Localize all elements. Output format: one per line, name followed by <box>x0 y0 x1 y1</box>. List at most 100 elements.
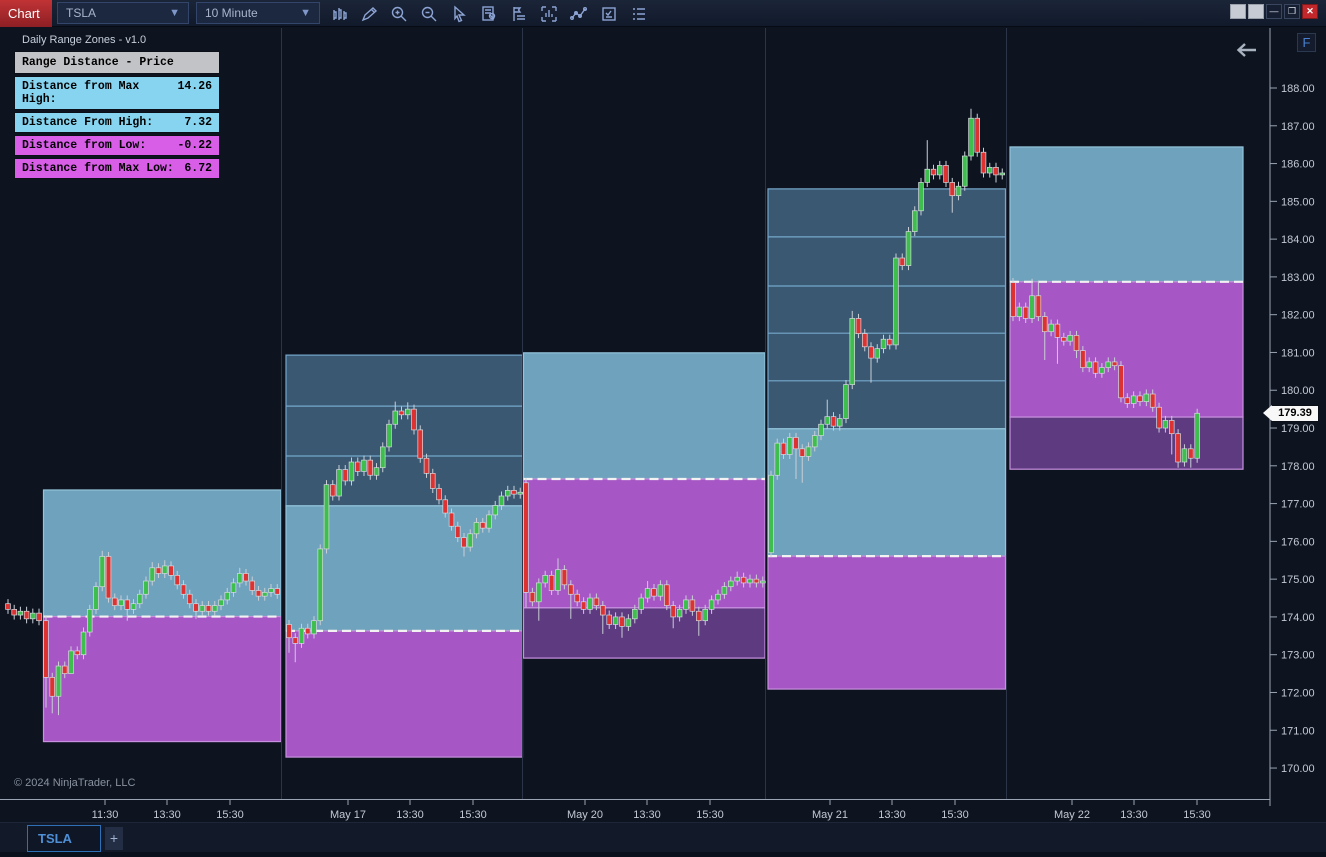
candle-body <box>355 461 361 472</box>
list-icon[interactable] <box>630 5 648 23</box>
candle-body <box>924 168 930 183</box>
price-axis-label: 171.00 <box>1281 725 1315 737</box>
candle-body <box>664 584 670 606</box>
candle-body <box>193 603 199 612</box>
price-axis-label: 182.00 <box>1281 310 1315 322</box>
candle-body <box>99 556 105 588</box>
session-zone-blue <box>42 489 282 618</box>
window-control-blank-1[interactable] <box>1230 4 1246 19</box>
add-tab-button[interactable]: + <box>105 827 123 850</box>
symbol-select-value: TSLA <box>66 6 97 20</box>
candle-body <box>149 567 156 582</box>
minimize-button[interactable]: — <box>1266 4 1282 19</box>
candle-body <box>111 597 118 606</box>
candle-body <box>1035 295 1042 317</box>
candle-body <box>517 491 523 495</box>
candle-body <box>1175 433 1181 463</box>
window-control-blank-2[interactable] <box>1248 4 1264 19</box>
candle-body <box>205 605 212 612</box>
chart-menu-button[interactable]: Chart <box>0 0 52 27</box>
strategy-grid-icon[interactable] <box>600 5 618 23</box>
zoom-out-icon[interactable] <box>420 5 438 23</box>
candle-body <box>505 490 511 497</box>
candle-body <box>5 603 11 610</box>
candle-body <box>721 586 728 595</box>
session-zone-ext_blue <box>285 354 524 507</box>
candle-body <box>638 597 644 610</box>
candle-body <box>249 580 256 591</box>
candle-body <box>467 533 474 548</box>
candle-body <box>905 231 912 266</box>
candle-body <box>893 257 899 346</box>
candle-body <box>480 522 486 529</box>
candle-body <box>486 514 492 529</box>
scroll-back-arrow-icon[interactable] <box>1234 40 1260 65</box>
candle-body <box>1029 295 1035 319</box>
candle-body <box>949 182 955 197</box>
candle-body <box>943 165 949 183</box>
candle-body <box>417 429 424 459</box>
candle-body <box>130 603 137 610</box>
chart-style-icon[interactable] <box>330 5 348 23</box>
symbol-select[interactable]: TSLA ▼ <box>57 2 189 24</box>
candle-body <box>93 586 99 610</box>
maximize-button[interactable]: ❒ <box>1284 4 1300 19</box>
candle-body <box>683 599 689 610</box>
candle-body <box>311 620 317 635</box>
cursor-icon[interactable] <box>450 4 468 23</box>
candle-body <box>187 593 193 605</box>
interval-select[interactable]: 10 Minute ▼ <box>196 2 320 24</box>
candle-body <box>999 172 1005 176</box>
candle-body <box>830 416 837 427</box>
candle-body <box>348 461 355 482</box>
candle-body <box>1054 323 1061 338</box>
candle-body <box>237 573 243 584</box>
candle-body <box>162 565 168 574</box>
price-axis-label: 179.00 <box>1281 423 1315 435</box>
time-axis-label: 11:30 <box>92 809 119 821</box>
candle-body <box>861 333 868 348</box>
indicator-flag-icon[interactable] <box>510 5 528 23</box>
candle-body <box>625 618 632 627</box>
candle-body <box>728 580 734 588</box>
candle-body <box>849 318 855 385</box>
candle-body <box>918 182 924 212</box>
line-chart-icon[interactable] <box>570 5 588 23</box>
time-axis-label: 15:30 <box>1183 809 1211 821</box>
candle-body <box>55 665 62 697</box>
price-axis-label: 175.00 <box>1281 574 1315 586</box>
draw-pencil-icon[interactable] <box>360 5 378 23</box>
fixed-scale-badge[interactable]: F <box>1297 33 1316 52</box>
candle-body <box>593 597 600 606</box>
window-controls: — ❒ ✕ <box>1230 4 1318 19</box>
candle-body <box>17 610 24 616</box>
indicator-row: Distance From High: 7.32 <box>14 112 220 133</box>
candle-body <box>268 588 274 593</box>
candle-body <box>587 597 593 610</box>
candle-body <box>936 165 943 176</box>
candle-body <box>600 605 606 616</box>
candle-body <box>323 484 330 550</box>
indicator-row: Distance from Max High: 14.26 <box>14 76 220 110</box>
close-button[interactable]: ✕ <box>1302 4 1318 19</box>
candle-body <box>606 614 612 625</box>
price-axis-label: 183.00 <box>1281 272 1315 284</box>
chart-trader-icon[interactable] <box>540 5 558 23</box>
zoom-in-icon[interactable] <box>390 5 408 23</box>
candle-body <box>1086 361 1092 368</box>
candle-body <box>68 650 74 674</box>
candle-body <box>911 210 918 232</box>
candle-body <box>498 495 505 506</box>
candle-body <box>542 575 548 584</box>
candle-body <box>118 599 124 606</box>
data-box-icon[interactable] <box>480 5 498 23</box>
session-zone-blue <box>522 352 766 480</box>
tab-tsla[interactable]: TSLA <box>27 825 101 852</box>
candle-body <box>1194 412 1200 459</box>
price-axis-label: 181.00 <box>1281 347 1315 359</box>
candle-body <box>105 556 112 599</box>
candle-body <box>886 338 893 346</box>
indicator-row: Distance from Low: -0.22 <box>14 135 220 156</box>
candle-body <box>423 457 430 474</box>
